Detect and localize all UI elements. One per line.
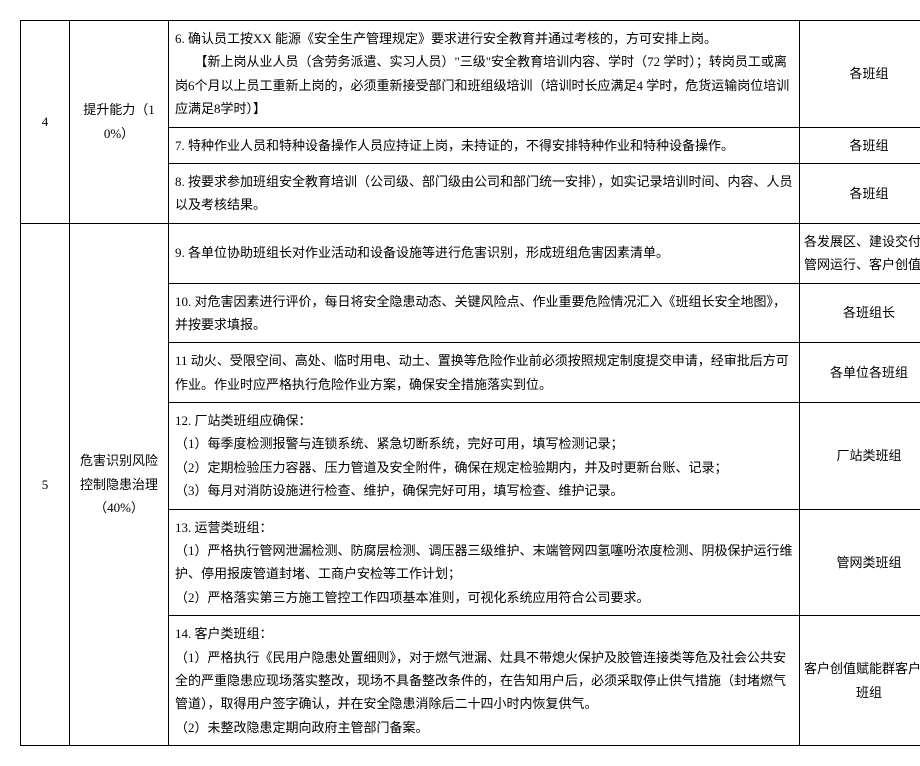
section-category: 危害识别风险控制隐患治理（40%） <box>70 223 169 745</box>
section-category: 提升能力（10%） <box>70 21 169 224</box>
row-content: 8. 按要求参加班组安全教育培训（公司级、部门级由公司和部门统一安排），如实记录… <box>169 163 800 223</box>
row-owner: 各发展区、建设交付、管网运行、客户创值群 <box>800 223 920 283</box>
row-content: 12. 厂站类班组应确保：（1）每季度检测报警与连锁系统、紧急切断系统，完好可用… <box>169 403 800 510</box>
row-owner: 客户创值赋能群客户类班组 <box>800 616 920 746</box>
row-content: 7. 特种作业人员和特种设备操作人员应持证上岗，未持证的，不得安排特种作业和特种… <box>169 127 800 163</box>
row-owner: 厂站类班组 <box>800 403 920 510</box>
section-index: 5 <box>21 223 70 745</box>
row-content: 11 动火、受限空间、高处、临时用电、动土、置换等危险作业前必须按照规定制度提交… <box>169 343 800 403</box>
row-content: 6. 确认员工按XX 能源《安全生产管理规定》要求进行安全教育并通过考核的，方可… <box>169 21 800 128</box>
section-index: 4 <box>21 21 70 224</box>
row-owner: 各班组 <box>800 21 920 128</box>
row-owner: 各班组 <box>800 127 920 163</box>
row-owner: 各班组 <box>800 163 920 223</box>
row-content: 9. 各单位协助班组长对作业活动和设备设施等进行危害识别，形成班组危害因素清单。 <box>169 223 800 283</box>
table-row: 4 提升能力（10%） 6. 确认员工按XX 能源《安全生产管理规定》要求进行安… <box>21 21 920 128</box>
policy-table: 4 提升能力（10%） 6. 确认员工按XX 能源《安全生产管理规定》要求进行安… <box>20 20 920 746</box>
row-owner: 各单位各班组 <box>800 343 920 403</box>
row-content: 13. 运营类班组：（1）严格执行管网泄漏检测、防腐层检测、调压器三级维护、末端… <box>169 509 800 616</box>
row-owner: 管网类班组 <box>800 509 920 616</box>
row-content: 14. 客户类班组：（1）严格执行《民用户隐患处置细则》，对于燃气泄漏、灶具不带… <box>169 616 800 746</box>
row-owner: 各班组长 <box>800 283 920 343</box>
row-content: 10. 对危害因素进行评价，每日将安全隐患动态、关键风险点、作业重要危险情况汇入… <box>169 283 800 343</box>
table-row: 5 危害识别风险控制隐患治理（40%） 9. 各单位协助班组长对作业活动和设备设… <box>21 223 920 283</box>
